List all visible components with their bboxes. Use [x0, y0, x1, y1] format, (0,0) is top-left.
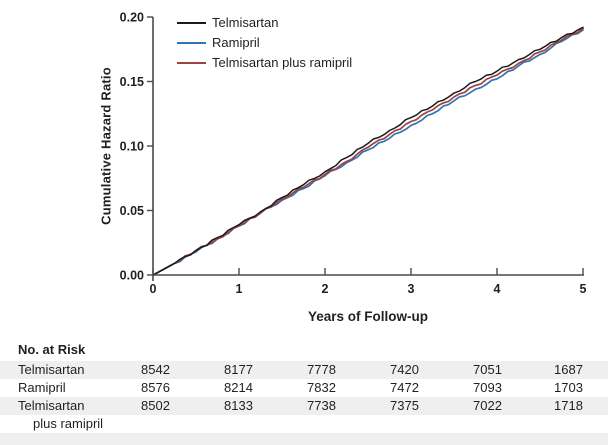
table-cell: 7778 [307, 362, 336, 377]
telmisartan-line-swatch [177, 22, 206, 24]
x-tick-label: 1 [236, 282, 243, 296]
table-row: Ramipril 8576 8214 7832 7472 7093 1703 [0, 379, 608, 397]
table-cell: 7472 [390, 380, 419, 395]
table-cell: 8214 [224, 380, 253, 395]
table-cell: 8576 [141, 380, 170, 395]
x-tick-label: 4 [494, 282, 501, 296]
table-cell: 8133 [224, 398, 253, 413]
legend-item-ramipril: Ramipril [177, 33, 352, 53]
legend-item-combination: Telmisartan plus ramipril [177, 53, 352, 73]
x-tick-label: 3 [408, 282, 415, 296]
x-axis-title: Years of Follow-up [307, 309, 428, 324]
table-cell: 7738 [307, 398, 336, 413]
chart-series-group [152, 26, 584, 276]
row-label: Telmisartan [18, 362, 85, 377]
series-line-telmisartan [152, 26, 584, 276]
table-cell: 1703 [554, 380, 583, 395]
table-cell: 7375 [390, 398, 419, 413]
y-tick-label: 0.10 [120, 140, 144, 154]
row-label: Ramipril [18, 380, 66, 395]
combination-line-swatch [177, 62, 206, 64]
legend-label: Ramipril [212, 35, 260, 50]
table-cell: 7022 [473, 398, 502, 413]
chart-tick-labels: 0.00 0.05 0.10 0.15 0.20 0 1 2 3 4 5 [120, 11, 587, 297]
y-axis-title: Cumulative Hazard Ratio [98, 67, 114, 225]
row-label: Telmisartan plus ramipril [0, 397, 114, 433]
table-row: Telmisartan plus ramipril 8502 8133 7738… [0, 397, 608, 433]
table-row: Telmisartan 8542 8177 7778 7420 7051 168… [0, 361, 608, 379]
table-cell: 8502 [141, 398, 170, 413]
chart-axes-group [147, 16, 584, 281]
chart-legend: Telmisartan Ramipril Telmisartan plus ra… [177, 13, 352, 73]
x-tick-label: 2 [322, 282, 329, 296]
table-cell: 7093 [473, 380, 502, 395]
y-tick-label: 0.15 [120, 75, 144, 89]
row-label-line1: Telmisartan [18, 398, 85, 413]
table-cell: 1718 [554, 398, 583, 413]
x-tick-label: 0 [150, 282, 157, 296]
table-cell: 8542 [141, 362, 170, 377]
risk-table-title: No. at Risk [18, 342, 86, 357]
legend-label: Telmisartan [212, 15, 279, 30]
legend-label: Telmisartan plus ramipril [212, 55, 353, 70]
x-tick-label: 5 [580, 282, 587, 296]
series-line-telmisartan-plus-ramipril [152, 27, 584, 276]
hazard-chart: 0.00 0.05 0.10 0.15 0.20 0 1 2 3 4 5 [120, 11, 587, 297]
table-cell: 8177 [224, 362, 253, 377]
y-tick-label: 0.00 [120, 269, 144, 283]
table-cell: 7832 [307, 380, 336, 395]
y-tick-label: 0.20 [120, 11, 144, 25]
ramipril-line-swatch [177, 42, 206, 44]
y-tick-label: 0.05 [120, 204, 144, 218]
table-cell: 1687 [554, 362, 583, 377]
legend-item-telmisartan: Telmisartan [177, 13, 352, 33]
number-at-risk-table: Telmisartan 8542 8177 7778 7420 7051 168… [0, 361, 608, 445]
table-cell: 7051 [473, 362, 502, 377]
row-label-line2: plus ramipril [33, 416, 104, 431]
table-cell: 7420 [390, 362, 419, 377]
